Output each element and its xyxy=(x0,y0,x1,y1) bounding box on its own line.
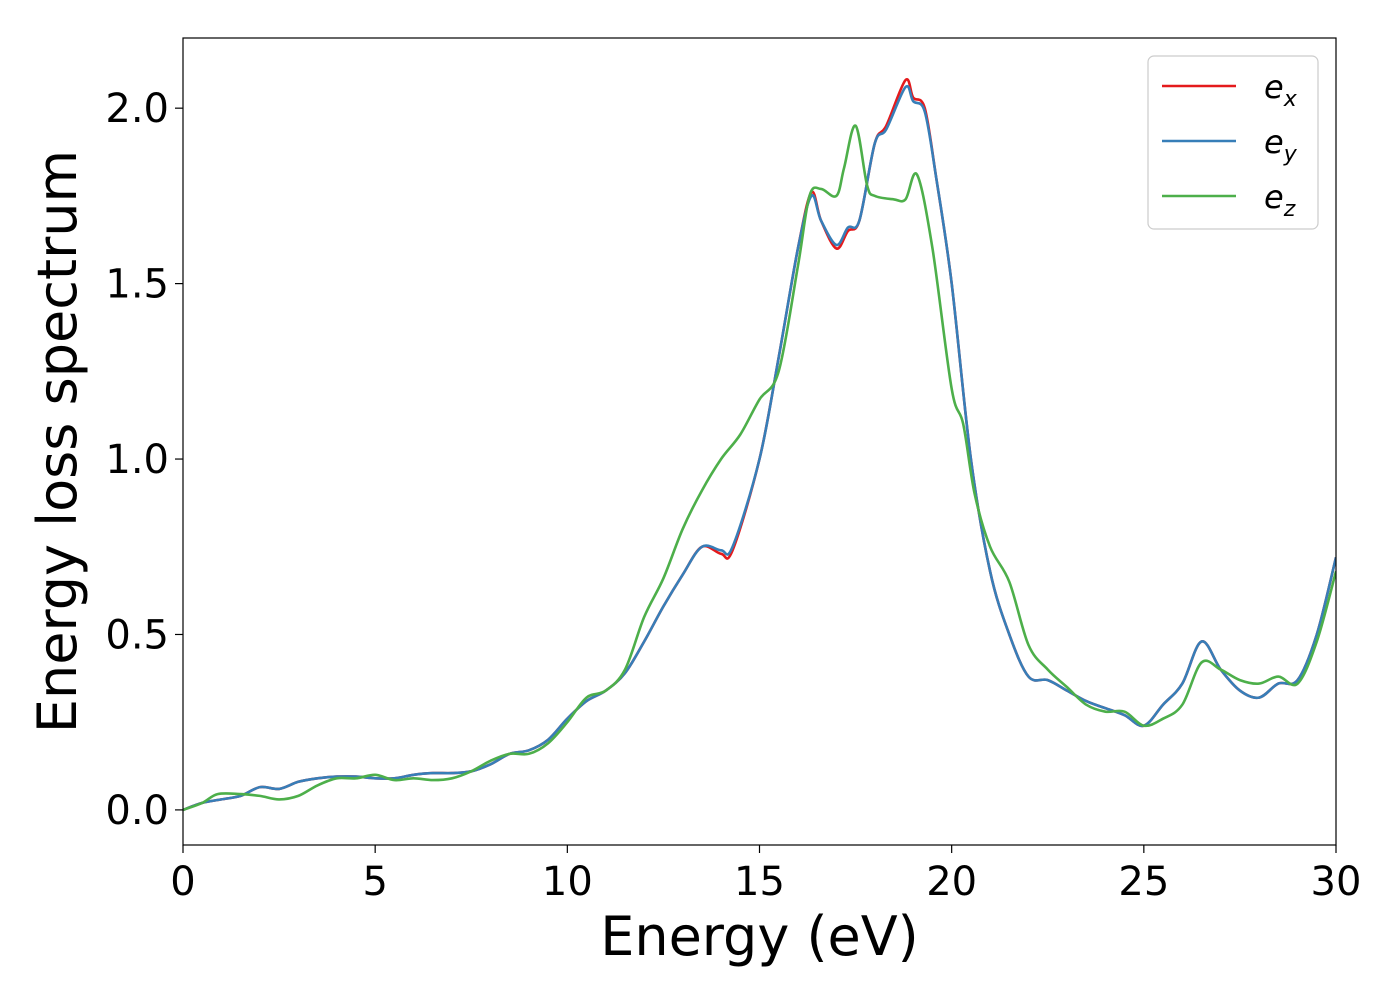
x-axis: 0 5 10 15 20 25 30 xyxy=(170,845,1361,905)
y-tick-label: 1.0 xyxy=(105,437,169,483)
legend-label-base: e xyxy=(1264,123,1284,161)
x-tick-label: 15 xyxy=(734,859,785,905)
x-tick-label: 0 xyxy=(170,859,195,905)
legend-label-subscript: z xyxy=(1283,197,1296,222)
series-line-e-z xyxy=(183,124,1336,812)
legend-label-subscript: x xyxy=(1283,87,1298,112)
legend-label-base: e xyxy=(1264,68,1284,106)
series-lines xyxy=(183,78,1336,812)
y-tick-label: 1.5 xyxy=(105,262,169,308)
legend-label: ex xyxy=(1264,68,1298,112)
legend-label: ey xyxy=(1264,123,1298,167)
x-tick-label: 30 xyxy=(1311,859,1362,905)
x-tick-label: 5 xyxy=(362,859,387,905)
legend-label-base: e xyxy=(1264,178,1284,216)
y-axis: 0.0 0.5 1.0 1.5 2.0 xyxy=(105,86,183,834)
x-tick-label: 25 xyxy=(1118,859,1169,905)
y-tick-label: 0.0 xyxy=(105,788,169,834)
x-tick-label: 20 xyxy=(926,859,977,905)
y-tick-label: 2.0 xyxy=(105,86,169,132)
legend-label: ez xyxy=(1264,178,1296,222)
legend-box xyxy=(1147,55,1319,230)
y-tick-label: 0.5 xyxy=(105,612,169,658)
x-axis-title: Energy (eV) xyxy=(600,905,919,968)
x-tick-label: 10 xyxy=(542,859,593,905)
legend-label-subscript: y xyxy=(1283,142,1298,167)
y-axis-title: Energy loss spectrum xyxy=(26,150,89,733)
